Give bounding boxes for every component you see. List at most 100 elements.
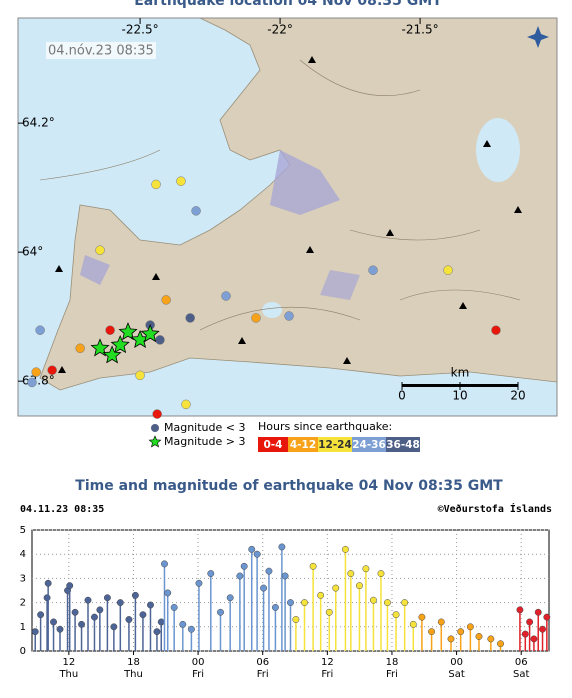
epicenter (47, 365, 57, 375)
stem-head (287, 599, 294, 607)
stem-head (260, 584, 268, 592)
legend-swatch (258, 437, 288, 452)
stem-head (157, 618, 165, 626)
map (18, 18, 557, 416)
stem-head (383, 599, 391, 607)
stem-head (516, 606, 524, 614)
stem-head (84, 596, 92, 604)
stem-head (447, 635, 455, 643)
chart-credit: ©Veðurstofa Íslands (438, 502, 552, 515)
stem-head (31, 628, 39, 636)
stem-head (170, 603, 178, 611)
road (39, 59, 521, 331)
x-day-label: Sat (448, 669, 464, 680)
lat-label: 64° (22, 245, 43, 259)
x-tick-label: 06 (515, 657, 528, 668)
legend-dot (151, 424, 159, 432)
scale-label: 10 (452, 389, 467, 403)
stem-head (187, 625, 195, 633)
epicenter (491, 325, 501, 335)
lava (80, 255, 110, 285)
lake (262, 302, 282, 318)
x-tick-label: 18 (386, 657, 399, 668)
stem-head (466, 623, 474, 631)
epicenter (161, 295, 171, 305)
stem-head (475, 633, 483, 640)
stem-head (278, 543, 286, 551)
stem-head (96, 606, 104, 614)
stem-head (392, 611, 400, 619)
legend-class: 0-4 (264, 439, 283, 451)
legend-label: Hours since earthquake: (258, 420, 392, 433)
large-epicenter (118, 322, 138, 341)
stem-head (497, 640, 504, 648)
lon-label: -22° (267, 23, 293, 37)
legend-swatch (318, 437, 352, 452)
legend-swatch (288, 437, 318, 452)
legend-swatch (352, 437, 386, 452)
stem-head (240, 562, 248, 570)
stem-head (539, 625, 546, 633)
legend-class: 36-48 (386, 439, 420, 451)
legend-swatch (386, 437, 420, 452)
stem-head (265, 567, 273, 575)
stem-head (401, 599, 409, 607)
stem-head (332, 584, 340, 592)
stem-head (161, 560, 168, 568)
lake (476, 118, 520, 182)
y-tick-label: 4 (20, 549, 26, 560)
stem-head (147, 601, 154, 609)
stem-head (418, 613, 426, 621)
x-day-label: Sat (513, 669, 529, 680)
stem-head (377, 570, 385, 578)
large-epicenter (102, 345, 122, 364)
stem-head (164, 589, 172, 597)
volcano-markers (55, 56, 522, 373)
stem-head (355, 582, 363, 590)
stem-head (43, 594, 51, 602)
stem-head (71, 608, 79, 616)
x-day-label: Fri (192, 669, 204, 680)
map-title: Earthquake location 04 Nov 08:35 GMT (134, 0, 442, 9)
y-tick-label: 2 (20, 598, 26, 609)
lava (270, 150, 340, 215)
stem-head (309, 562, 317, 570)
stem-head (534, 608, 542, 616)
epicenter (251, 313, 261, 323)
stem-head (56, 625, 64, 633)
legend-star (148, 435, 162, 448)
stem-head (301, 599, 308, 607)
chart-stamp: 04.11.23 08:35 (20, 504, 104, 515)
stem-head (226, 594, 234, 602)
epicenter (151, 179, 161, 190)
epicenter (443, 265, 453, 275)
stem-head (369, 596, 377, 604)
stem-head (131, 591, 139, 599)
stem-head (37, 611, 45, 619)
stem-head (44, 579, 52, 587)
x-tick-label: 12 (321, 657, 334, 668)
lat-label: 64.2° (22, 116, 55, 130)
y-tick-label: 5 (20, 525, 26, 536)
map-stamp: 04.nóv.23 08:35 (48, 44, 154, 59)
stem-head (195, 579, 203, 587)
stem-head (179, 620, 187, 628)
x-day-label: Thu (123, 669, 143, 680)
stem-head (271, 603, 279, 611)
epicenter (135, 370, 145, 381)
epicenter (152, 409, 162, 419)
large-epicenter (140, 324, 160, 343)
x-tick-label: 18 (127, 657, 140, 668)
stem-head (457, 628, 465, 636)
stem-head (139, 611, 147, 619)
epicenter (27, 377, 37, 388)
epicenter (31, 367, 41, 377)
stem-head (530, 635, 538, 643)
x-day-label: Fri (257, 669, 269, 680)
x-tick-label: 00 (450, 657, 463, 668)
stem-head (110, 623, 118, 631)
stamp-box (46, 42, 156, 59)
stem-head (281, 572, 289, 580)
lon-label: -22.5° (122, 23, 159, 37)
